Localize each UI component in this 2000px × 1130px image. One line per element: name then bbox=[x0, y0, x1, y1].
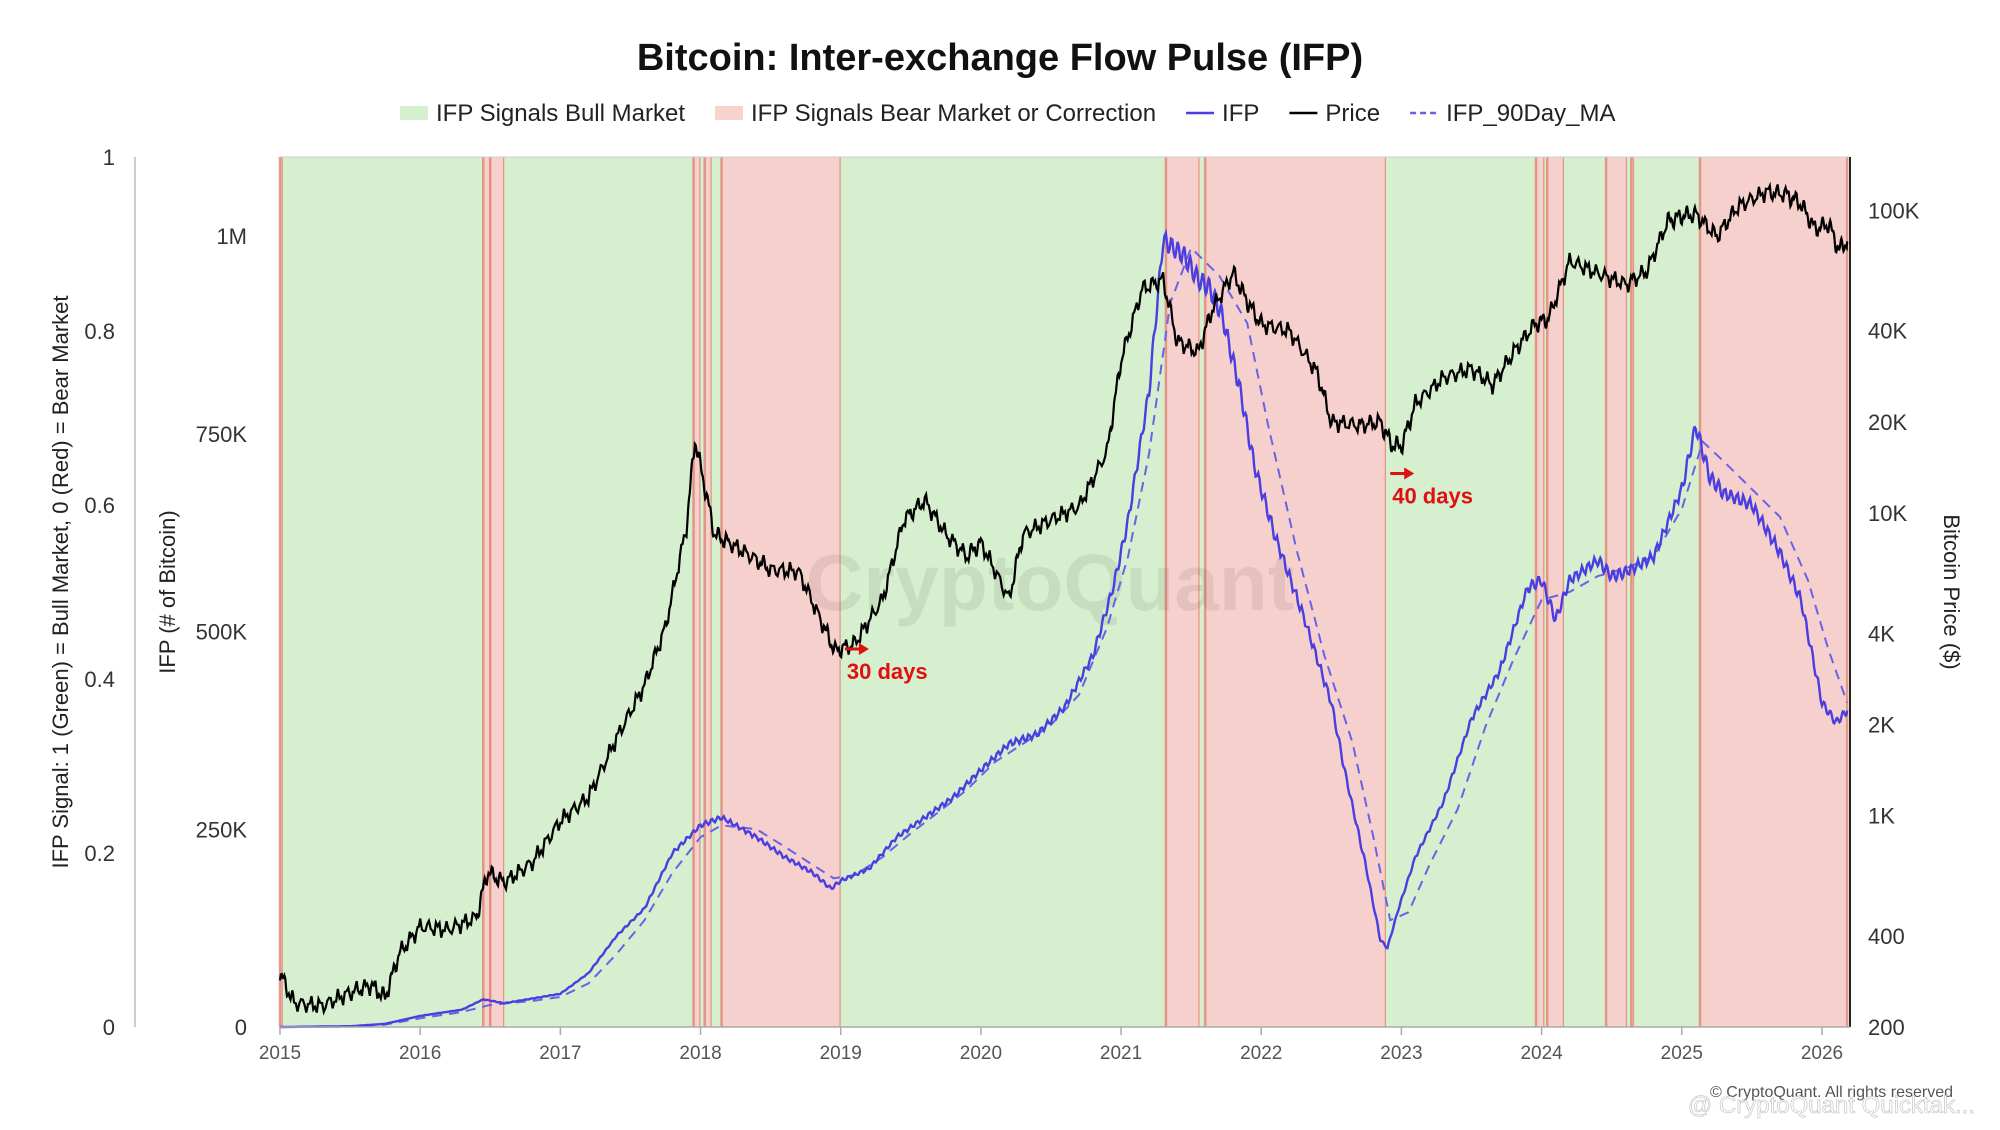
chart-title: Bitcoin: Inter-exchange Flow Pulse (IFP) bbox=[637, 37, 1363, 79]
band-bull bbox=[711, 157, 722, 1027]
ifp-tick-label: 1M bbox=[216, 224, 247, 249]
watermark: CryptoQuant bbox=[806, 538, 1295, 627]
footer-overlay: @ CryptoQuant Quicktak... bbox=[1688, 1092, 1975, 1119]
legend-label: Price bbox=[1325, 100, 1380, 127]
x-tick-label: 2021 bbox=[1100, 1043, 1142, 1064]
annotation-label: 30 days bbox=[847, 659, 928, 684]
signal-tick-label: 1 bbox=[103, 145, 115, 170]
band-bear bbox=[483, 157, 491, 1027]
legend-label: IFP_90Day_MA bbox=[1446, 100, 1615, 127]
annotation-arrowhead bbox=[858, 642, 869, 655]
ifp-tick-label: 250K bbox=[196, 817, 248, 842]
ifp-tick-label: 500K bbox=[196, 620, 248, 645]
price-tick-label: 200 bbox=[1868, 1015, 1905, 1040]
price-tick-label: 1K bbox=[1868, 803, 1895, 828]
series-line-price bbox=[278, 181, 1849, 1016]
legend-label: IFP Signals Bull Market bbox=[436, 100, 685, 127]
band-bull bbox=[1386, 157, 1536, 1027]
band-bear bbox=[1631, 157, 1635, 1027]
x-tick-label: 2018 bbox=[679, 1043, 721, 1064]
signal-tick-label: 0 bbox=[103, 1015, 115, 1040]
signal-tick-label: 0.2 bbox=[84, 841, 115, 866]
legend-label: IFP bbox=[1222, 100, 1259, 127]
ifp-tick-label: 750K bbox=[196, 422, 248, 447]
x-tick-label: 2023 bbox=[1380, 1043, 1422, 1064]
band-bear bbox=[280, 157, 283, 1027]
legend-swatch-band bbox=[715, 106, 743, 120]
series-lines bbox=[278, 181, 1849, 1029]
x-tick-label: 2019 bbox=[820, 1043, 862, 1064]
x-tick-label: 2025 bbox=[1661, 1043, 1703, 1064]
signal-tick-label: 0.6 bbox=[84, 493, 115, 518]
x-tick-label: 2024 bbox=[1520, 1043, 1563, 1064]
footer-copyright: © CryptoQuant. All rights reserved bbox=[1710, 1084, 1953, 1101]
x-tick-label: 2016 bbox=[399, 1043, 441, 1064]
x-tick-label: 2017 bbox=[539, 1043, 581, 1064]
price-tick-label: 40K bbox=[1868, 319, 1907, 344]
legend-label: IFP Signals Bear Market or Correction bbox=[751, 100, 1156, 127]
x-tick-label: 2022 bbox=[1240, 1043, 1282, 1064]
series-line-ifp bbox=[280, 228, 1849, 1029]
axes: 0 0.2 0.4 0.6 0.8 1 0 250K 500K 750K 1M 200 400 1K 2K 4… bbox=[84, 145, 1919, 1064]
annotation-arrowhead bbox=[1404, 467, 1415, 480]
band-bull bbox=[1199, 157, 1206, 1027]
signal-axis-label: IFP Signal: 1 (Green) = Bull Market, 0 (… bbox=[48, 295, 73, 868]
price-tick-label: 100K bbox=[1868, 198, 1920, 223]
band-bull bbox=[1634, 157, 1701, 1027]
legend: IFP Signals Bull Market IFP Signals Bear … bbox=[400, 100, 1615, 127]
price-axis-label: Bitcoin Price ($) bbox=[1939, 514, 1964, 669]
band-bear bbox=[1606, 157, 1628, 1027]
band-bull bbox=[700, 157, 705, 1027]
band-bull bbox=[1627, 157, 1632, 1027]
annotation-label: 40 days bbox=[1392, 483, 1473, 508]
x-tick-label: 2015 bbox=[259, 1043, 301, 1064]
annotations: 30 days 40 days bbox=[844, 467, 1473, 684]
price-tick-label: 2K bbox=[1868, 712, 1895, 737]
band-bear bbox=[704, 157, 712, 1027]
ifp-axis-label: IFP (# of Bitcoin) bbox=[155, 510, 180, 673]
x-tick-label: 2020 bbox=[960, 1043, 1002, 1064]
price-tick-label: 4K bbox=[1868, 621, 1895, 646]
x-tick-label: 2026 bbox=[1801, 1043, 1843, 1064]
band-bear bbox=[1536, 157, 1545, 1027]
price-tick-label: 20K bbox=[1868, 410, 1907, 435]
price-tick-label: 10K bbox=[1868, 501, 1907, 526]
band-bull bbox=[504, 157, 694, 1027]
band-bear bbox=[1700, 157, 1848, 1027]
band-bull bbox=[282, 157, 484, 1027]
band-bear bbox=[490, 157, 505, 1027]
band-bear bbox=[693, 157, 701, 1027]
band-bear bbox=[1547, 157, 1565, 1027]
signal-tick-label: 0.4 bbox=[84, 667, 115, 692]
price-tick-label: 400 bbox=[1868, 924, 1905, 949]
legend-swatch-band bbox=[400, 106, 428, 120]
ifp-tick-label: 0 bbox=[235, 1015, 247, 1040]
signal-tick-label: 0.8 bbox=[84, 319, 115, 344]
